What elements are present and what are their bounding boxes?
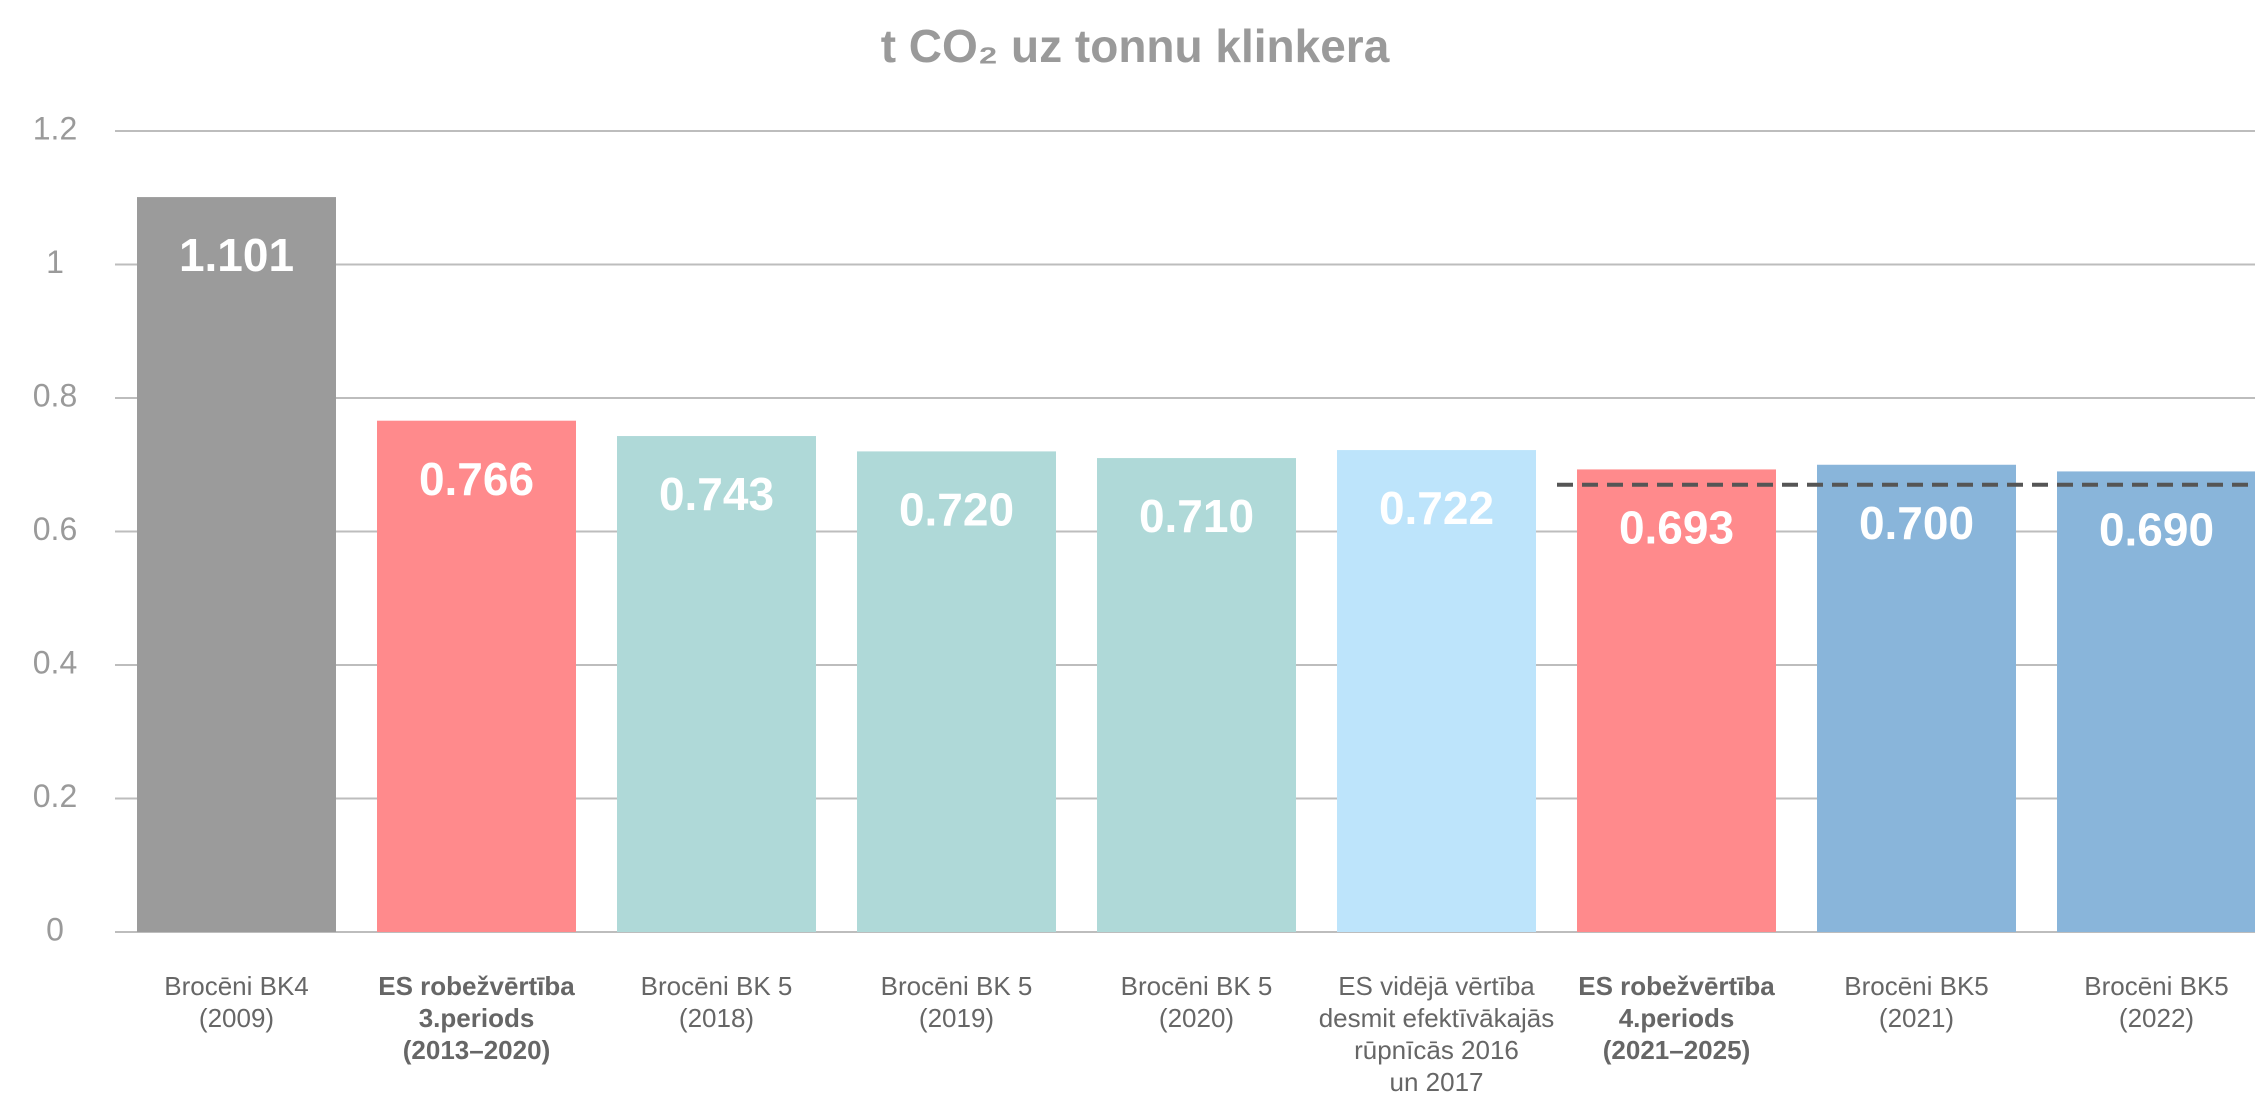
bar (857, 451, 1056, 932)
x-tick-label: Brocēni BK 5 (2018) (641, 971, 793, 1033)
y-tick-label: 0 (46, 911, 64, 947)
value-label: 0.700 (1859, 497, 1974, 549)
x-tick-label-line: (2018) (679, 1003, 754, 1033)
x-tick-label-line: ES vidējā vērtība (1338, 971, 1535, 1001)
x-tick-label: Brocēni BK5 (2021) (1844, 971, 1989, 1033)
x-tick-label-line: Brocēni BK5 (1844, 971, 1989, 1001)
y-tick-label: 0.8 (33, 377, 77, 413)
bar (1817, 464, 2016, 932)
x-tick-label: ES robežvērtība 4.periods (2021–2025) (1578, 971, 1775, 1065)
value-label: 0.766 (419, 453, 534, 505)
x-tick-label-line: ES robežvērtība (1578, 971, 1775, 1001)
value-label: 0.743 (659, 468, 774, 520)
x-tick-label-line: Brocēni BK 5 (881, 971, 1033, 1001)
bar (1097, 458, 1296, 932)
value-label: 0.722 (1379, 482, 1494, 534)
value-label: 0.710 (1139, 490, 1254, 542)
x-tick-label-line: 4.periods (1619, 1003, 1735, 1033)
x-tick-label: ES robežvērtība 3.periods (2013–2020) (378, 971, 575, 1065)
x-tick-label-line: Brocēni BK5 (2084, 971, 2229, 1001)
x-tick-label: Brocēni BK5 (2022) (2084, 971, 2229, 1033)
y-tick-label: 0.4 (33, 644, 77, 680)
y-tick-label: 1.2 (33, 110, 77, 146)
x-tick-label-line: (2021–2025) (1603, 1035, 1750, 1065)
y-tick-label: 1 (46, 244, 64, 280)
x-tick-label-line: (2009) (199, 1003, 274, 1033)
bar (137, 197, 336, 932)
bar (1577, 469, 1776, 932)
value-label: 0.693 (1619, 502, 1734, 554)
x-tick-label-line: Brocēni BK 5 (1121, 971, 1273, 1001)
chart-title: t CO₂ uz tonnu klinkera (881, 20, 1390, 72)
x-tick-label-line: desmit efektīvākajās (1319, 1003, 1555, 1033)
y-tick-label: 0.6 (33, 511, 77, 547)
x-tick-label: Brocēni BK 5 (2020) (1121, 971, 1273, 1033)
x-tick-label-line: (2020) (1159, 1003, 1234, 1033)
bar (377, 420, 576, 932)
value-label: 0.720 (899, 484, 1014, 536)
value-label: 1.101 (179, 229, 294, 281)
x-tick-label-line: Brocēni BK4 (164, 971, 309, 1001)
x-tick-label: ES vidējā vērtība desmit efektīvākajās rūp… (1319, 971, 1555, 1096)
x-tick-label-line: (2013–2020) (403, 1035, 550, 1065)
x-tick-label-line: Brocēni BK 5 (641, 971, 793, 1001)
x-tick-label-line: ES robežvērtība (378, 971, 575, 1001)
y-tick-label: 0.2 (33, 778, 77, 814)
x-tick-label-line: (2022) (2119, 1003, 2194, 1033)
bar (617, 436, 816, 932)
x-tick-label-line: (2021) (1879, 1003, 1954, 1033)
x-tick-label-line: un 2017 (1390, 1067, 1484, 1096)
x-tick-label-line: 3.periods (419, 1003, 535, 1033)
x-tick-label-line: (2019) (919, 1003, 994, 1033)
bar (2057, 471, 2255, 932)
bar (1337, 450, 1536, 932)
x-tick-label-line: rūpnīcās 2016 (1354, 1035, 1519, 1065)
value-label: 0.690 (2099, 504, 2214, 556)
x-tick-label: Brocēni BK4 (2009) (164, 971, 309, 1033)
x-tick-label: Brocēni BK 5 (2019) (881, 971, 1033, 1033)
